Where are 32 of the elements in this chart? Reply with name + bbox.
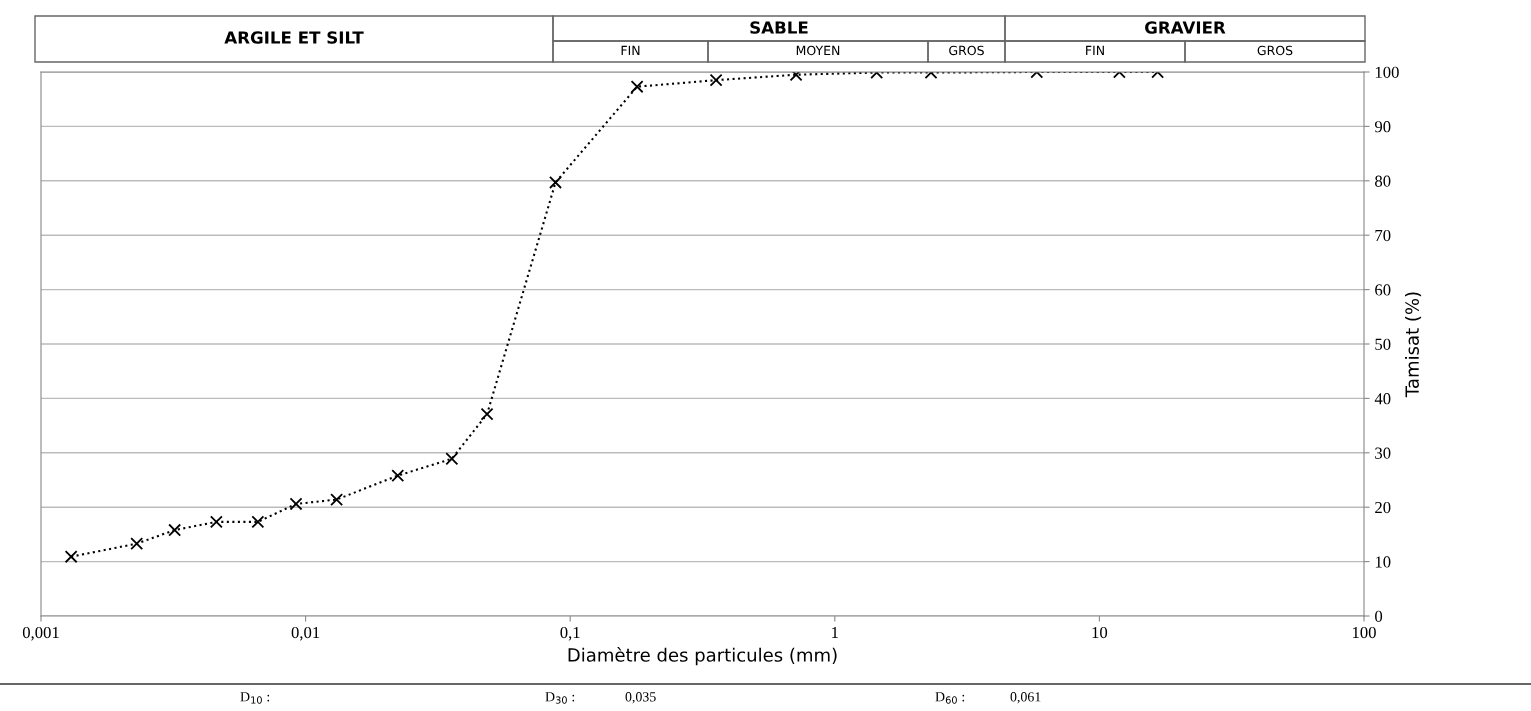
y-tick-label: 60 [1375, 284, 1391, 296]
x-tick-label: 1 [832, 626, 838, 638]
x-tick-label: 100 [1352, 626, 1376, 639]
text: 0,061 [1010, 692, 1041, 704]
x-tick-label: 0,01 [291, 626, 320, 641]
y-tick-label: 70 [1375, 229, 1391, 242]
text: SABLE [750, 21, 808, 34]
y-tick-label: 80 [1375, 175, 1391, 187]
text: 0,035 [625, 692, 656, 704]
y-tick-label: 0 [1375, 610, 1383, 622]
x-tick-label: 0,001 [22, 626, 59, 641]
text: ARGILE ET SILT [224, 31, 364, 44]
y-tick-label: 100 [1375, 66, 1399, 78]
text: D$_{60}$ : [935, 692, 965, 704]
y-tick-label: 90 [1374, 121, 1391, 133]
x-axis-title: Diamètre des particules (mm) [568, 647, 837, 666]
x-tick-label: 0,1 [560, 626, 580, 641]
text: FIN [1086, 45, 1104, 55]
text: GRAVIER [1145, 21, 1226, 34]
text: FIN [621, 45, 640, 55]
x-tick-label: 10 [1092, 626, 1108, 639]
y-axis-title: Tamisat (%) [1404, 292, 1422, 398]
text: D$_{30}$ : [545, 692, 575, 704]
y-tick-label: 40 [1374, 393, 1391, 405]
text: GROS [949, 45, 984, 56]
text: MOYEN [796, 45, 840, 56]
y-tick-label: 50 [1375, 338, 1391, 350]
y-tick-label: 10 [1375, 556, 1391, 568]
text: GROS [1257, 45, 1293, 56]
y-tick-label: 20 [1375, 501, 1391, 514]
text: D$_{10}$ : [240, 692, 270, 704]
y-tick-label: 30 [1375, 447, 1391, 459]
